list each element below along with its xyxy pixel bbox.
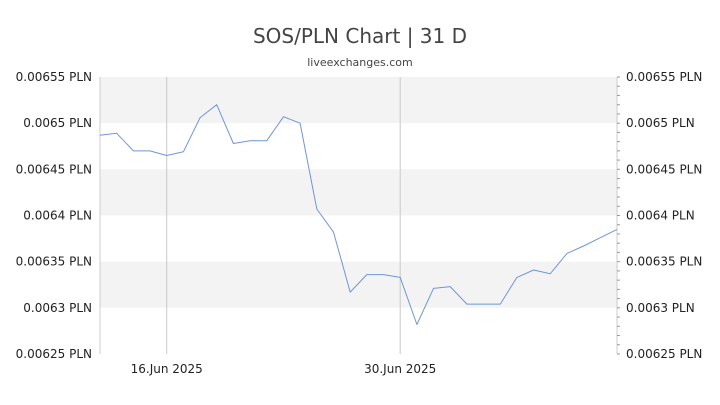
y-axis-right-labels: 0.00655 PLN 0.0065 PLN 0.00645 PLN 0.0064 P… — [626, 70, 702, 361]
y-tick-label-right: 0.00625 PLN — [626, 347, 702, 361]
series-line — [99, 104, 618, 325]
y-tick-label-right: 0.00645 PLN — [626, 162, 702, 176]
y-axis-left-labels: 0.00655 PLN 0.0065 PLN 0.00645 PLN 0.0064 P… — [16, 70, 92, 361]
grid-band — [100, 123, 617, 170]
y-tick-label-left: 0.00655 PLN — [16, 70, 92, 84]
y-tick-label-right: 0.00635 PLN — [626, 255, 702, 269]
y-tick-label-right: 0.0065 PLN — [626, 116, 695, 130]
grid-band — [100, 307, 617, 354]
y-tick-label-right: 0.00655 PLN — [626, 70, 702, 84]
grid-band — [100, 77, 617, 124]
y-tick-label-left: 0.0065 PLN — [23, 116, 92, 130]
vertical-gridlines — [166, 77, 401, 354]
y-tick-label-left: 0.00645 PLN — [16, 162, 92, 176]
grid-band — [100, 215, 617, 262]
y-tick-label-right: 0.0063 PLN — [626, 301, 695, 315]
y-tick-label-left: 0.0063 PLN — [23, 301, 92, 315]
x-tick-label: 16.Jun 2025 — [131, 362, 203, 376]
x-tick-label: 30.Jun 2025 — [364, 362, 436, 376]
grid-band — [100, 169, 617, 216]
y-tick-label-right: 0.0064 PLN — [626, 209, 695, 223]
y-tick-label-left: 0.0064 PLN — [23, 209, 92, 223]
y-tick-label-left: 0.00625 PLN — [16, 347, 92, 361]
grid-band — [100, 261, 617, 308]
right-axis-minor-ticks — [617, 76, 620, 355]
chart-title: SOS/PLN Chart | 31 D — [252, 24, 467, 48]
x-axis-labels: 16.Jun 2025 30.Jun 2025 — [131, 362, 437, 376]
series-layer — [99, 104, 618, 325]
y-tick-label-left: 0.00635 PLN — [16, 255, 92, 269]
grid-bands — [100, 77, 617, 354]
chart-subtitle: liveexchanges.com — [307, 56, 413, 69]
